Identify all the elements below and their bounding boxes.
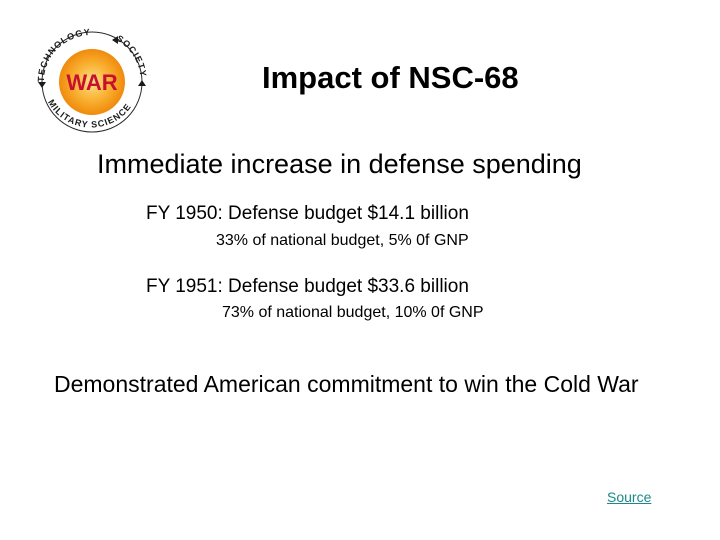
war-logo: WAR TECHNOLOGY SOCIETY MILITARY SCIENCE	[30, 24, 154, 140]
war-logo-emblem: WAR TECHNOLOGY SOCIETY MILITARY SCIENCE	[36, 27, 147, 133]
conclusion-text: Demonstrated American commitment to win …	[54, 371, 639, 397]
logo-arrow-icon	[138, 80, 146, 86]
logo-war-text: WAR	[66, 70, 117, 95]
fy1951-budget: FY 1951: Defense budget $33.6 billion	[146, 276, 469, 297]
source-link[interactable]: Source	[607, 489, 652, 505]
fy1950-budget: FY 1950: Defense budget $14.1 billion	[146, 203, 469, 224]
logo-arrow-icon	[112, 36, 118, 44]
fy1951-detail: 73% of national budget, 10% 0f GNP	[222, 304, 484, 321]
slide-title: Impact of NSC-68	[262, 60, 519, 95]
fy1950-detail: 33% of national budget, 5% 0f GNP	[216, 232, 469, 249]
heading-defense-spending: Immediate increase in defense spending	[97, 149, 582, 179]
logo-arrow-icon	[38, 82, 46, 88]
